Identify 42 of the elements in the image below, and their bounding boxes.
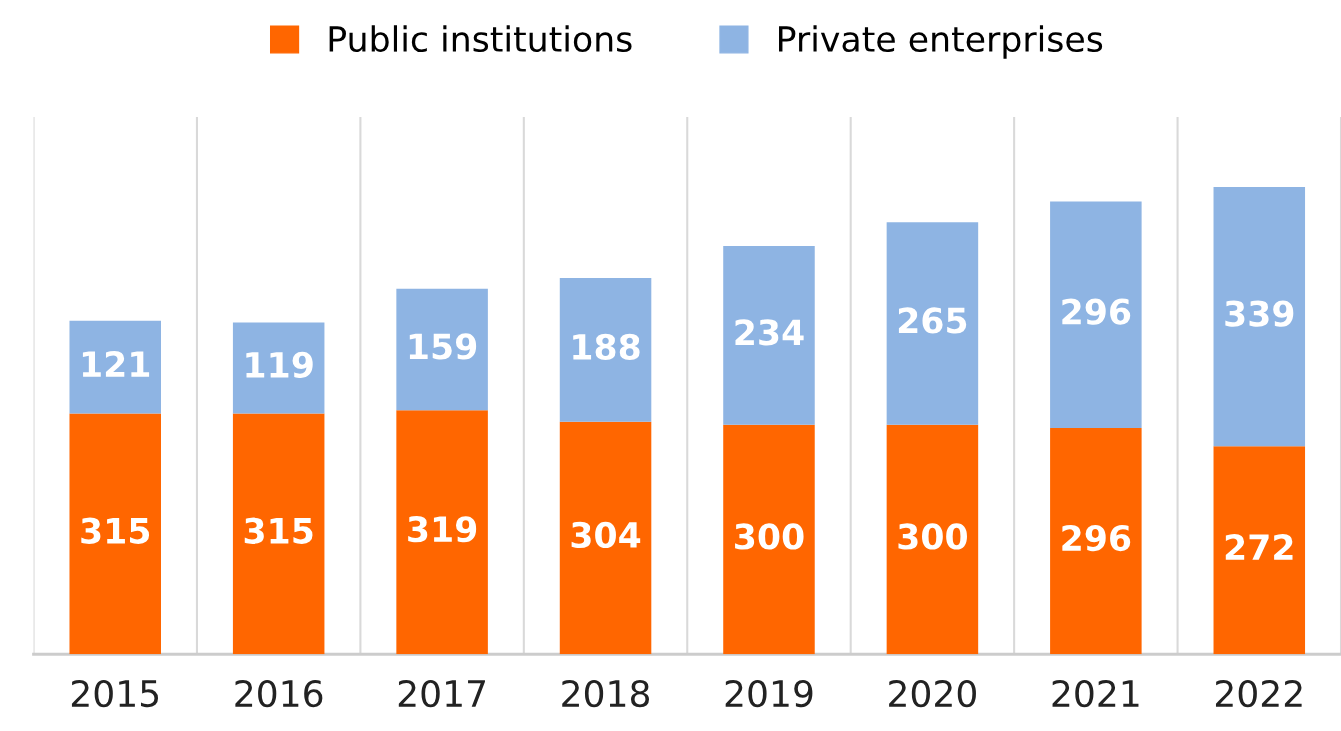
bar: [1213, 446, 1306, 655]
data-label: 265: [898, 307, 967, 334]
data-label: 188: [573, 333, 640, 360]
data-label: 339: [1225, 300, 1294, 327]
x-tick-label: 2016: [235, 679, 323, 708]
x-tick-label: 2021: [1052, 679, 1139, 708]
bar: [723, 424, 815, 655]
data-label: 272: [1225, 534, 1293, 560]
data-label: 234: [735, 319, 804, 346]
bar: [1050, 201, 1142, 428]
data-label: 304: [571, 521, 641, 549]
bar: [232, 413, 325, 655]
bar: [1213, 187, 1306, 447]
data-label: 319: [408, 516, 477, 543]
data-label: 315: [244, 517, 313, 544]
data-label: 296: [1062, 524, 1131, 552]
bar: [886, 424, 979, 655]
bar: [1050, 427, 1142, 655]
legend-label: Public institutions: [329, 25, 632, 53]
data-label: 159: [409, 333, 477, 360]
bar: [232, 322, 325, 414]
data-label: 300: [735, 523, 804, 550]
x-tick-label: 2022: [1215, 679, 1302, 708]
x-tick-label: 2017: [398, 679, 485, 708]
x-tick-label: 2018: [562, 679, 650, 708]
x-tick-label: 2015: [71, 679, 159, 708]
data-label: 296: [1062, 298, 1131, 325]
legend-label: Private enterprises: [779, 25, 1103, 59]
bar: [69, 320, 161, 414]
bar: [723, 245, 815, 425]
bar: [559, 421, 652, 655]
data-label: 315: [81, 517, 150, 544]
data-label: 121: [82, 350, 150, 377]
data-label: 119: [246, 351, 313, 378]
data-label: 300: [898, 523, 967, 550]
bar: [559, 278, 652, 422]
bar: [886, 222, 979, 425]
bar: [396, 410, 488, 655]
bar: [69, 413, 161, 655]
bar: [396, 288, 488, 411]
x-tick-label: 2019: [725, 679, 813, 708]
x-tick-label: 2020: [889, 679, 976, 708]
